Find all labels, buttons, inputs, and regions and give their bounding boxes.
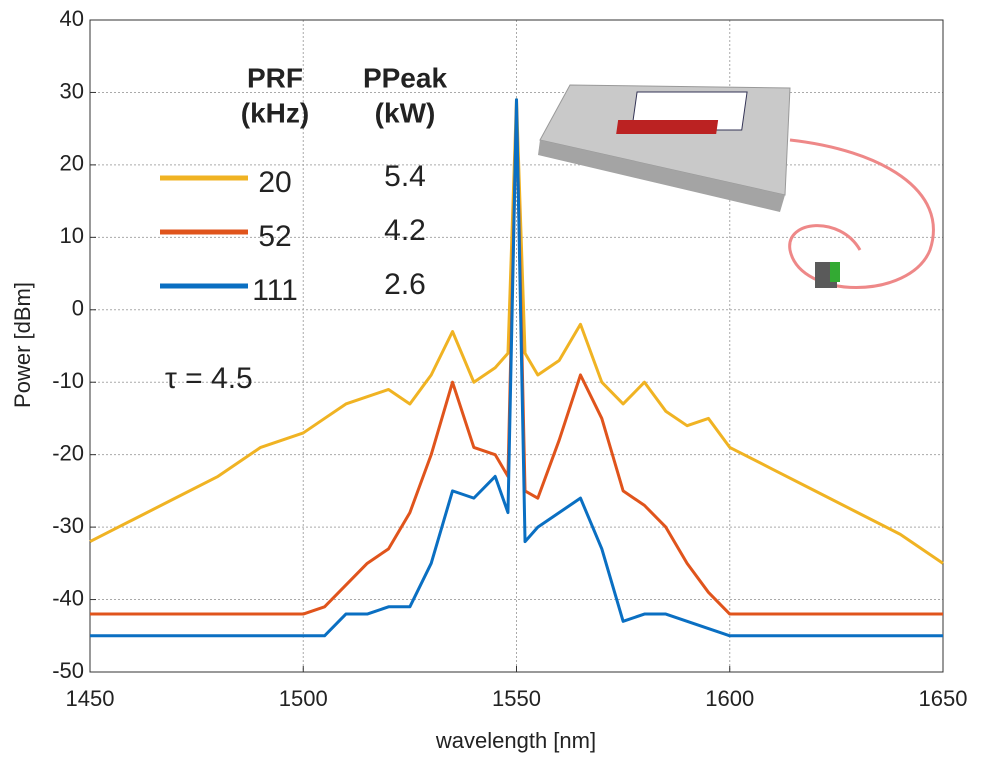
x-tick-label: 1450 <box>66 686 115 711</box>
y-tick-label: -40 <box>52 585 84 610</box>
legend-label: 52 <box>258 220 291 253</box>
legend-peak: 2.6 <box>384 268 426 301</box>
y-tick-label: -10 <box>52 368 84 393</box>
y-tick-label: -30 <box>52 513 84 538</box>
x-axis-title: wavelength [nm] <box>435 728 596 753</box>
y-tick-label: 0 <box>72 296 84 321</box>
annotation: τ = 4.5 <box>165 362 253 395</box>
y-axis-title: Power [dBm] <box>10 282 35 408</box>
y-tick-label: -20 <box>52 440 84 465</box>
legend-header: (kW) <box>375 97 436 128</box>
y-tick-label: 20 <box>60 151 84 176</box>
legend-header: (kHz) <box>241 97 309 128</box>
x-tick-label: 1500 <box>279 686 328 711</box>
series-line <box>90 98 943 638</box>
legend-header: PPeak <box>363 62 447 93</box>
x-tick-label: 1650 <box>919 686 968 711</box>
y-tick-label: 10 <box>60 223 84 248</box>
legend-header: PRF <box>247 62 303 93</box>
y-tick-label: -50 <box>52 658 84 683</box>
legend-peak: 4.2 <box>384 214 426 247</box>
y-tick-label: 30 <box>60 78 84 103</box>
y-tick-label: 40 <box>60 6 84 31</box>
legend-label: 111 <box>252 274 298 307</box>
x-tick-label: 1600 <box>705 686 754 711</box>
x-tick-label: 1550 <box>492 686 541 711</box>
device-photo <box>538 84 935 289</box>
legend-peak: 5.4 <box>384 160 426 193</box>
plot-frame <box>89 19 944 673</box>
legend-label: 20 <box>258 166 291 199</box>
